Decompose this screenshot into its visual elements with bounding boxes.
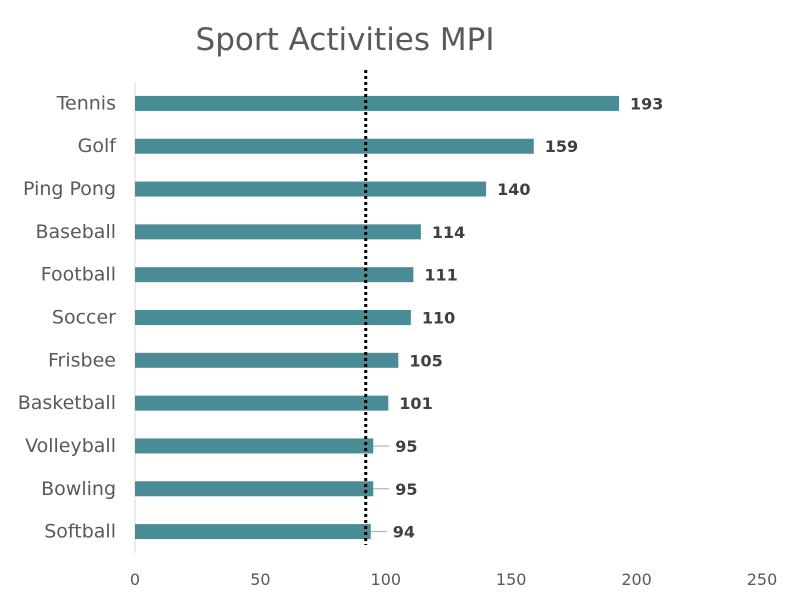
bar-tennis (135, 95, 620, 111)
category-label-football: Football (41, 264, 116, 286)
category-label-bowling: Bowling (41, 478, 116, 500)
bar-football (135, 267, 414, 283)
data-label-baseball: 114 (432, 223, 465, 242)
bar-basketball (135, 395, 389, 411)
category-label-basketball: Basketball (18, 392, 116, 414)
data-label-soccer: 110 (422, 309, 455, 328)
category-labels: Tennis 193 Golf 159 Ping Pong 140 Baseball 114 F… (18, 92, 664, 542)
data-label-ping-pong: 140 (497, 180, 530, 199)
bar-volleyball (135, 438, 374, 454)
data-label-bowling: 95 (395, 480, 417, 499)
bar-bowling (135, 481, 374, 497)
x-tick-label-150: 150 (496, 570, 527, 589)
x-tick-label-0: 0 (130, 570, 140, 589)
category-label-tennis: Tennis (56, 92, 116, 114)
data-label-frisbee: 105 (409, 351, 442, 370)
bar-frisbee (135, 352, 399, 368)
x-tick-label-100: 100 (371, 570, 402, 589)
category-label-soccer: Soccer (52, 307, 116, 329)
data-label-golf: 159 (545, 137, 578, 156)
bar-soccer (135, 310, 411, 325)
chart-title: Sport Activities MPI (196, 22, 495, 58)
category-label-ping-pong: Ping Pong (23, 178, 116, 200)
bar-baseball (135, 224, 421, 240)
category-label-golf: Golf (78, 135, 118, 157)
data-label-softball: 94 (393, 523, 415, 542)
bar-ping-pong (135, 181, 487, 197)
data-label-football: 111 (424, 266, 457, 285)
category-label-frisbee: Frisbee (48, 349, 116, 371)
category-label-softball: Softball (44, 521, 116, 543)
bars-layer (135, 95, 620, 540)
category-label-baseball: Baseball (35, 221, 116, 243)
bar-golf (135, 138, 534, 154)
bar-softball (135, 524, 371, 540)
data-label-volleyball: 95 (395, 437, 417, 456)
x-tick-label-250: 250 (747, 570, 778, 589)
data-label-tennis: 193 (630, 94, 663, 113)
category-label-volleyball: Volleyball (25, 435, 116, 457)
x-tick-label-200: 200 (621, 570, 652, 589)
x-tick-label-50: 50 (250, 570, 270, 589)
data-label-basketball: 101 (399, 394, 432, 413)
x-axis-ticks: 0 50 100 150 200 250 (130, 570, 777, 589)
